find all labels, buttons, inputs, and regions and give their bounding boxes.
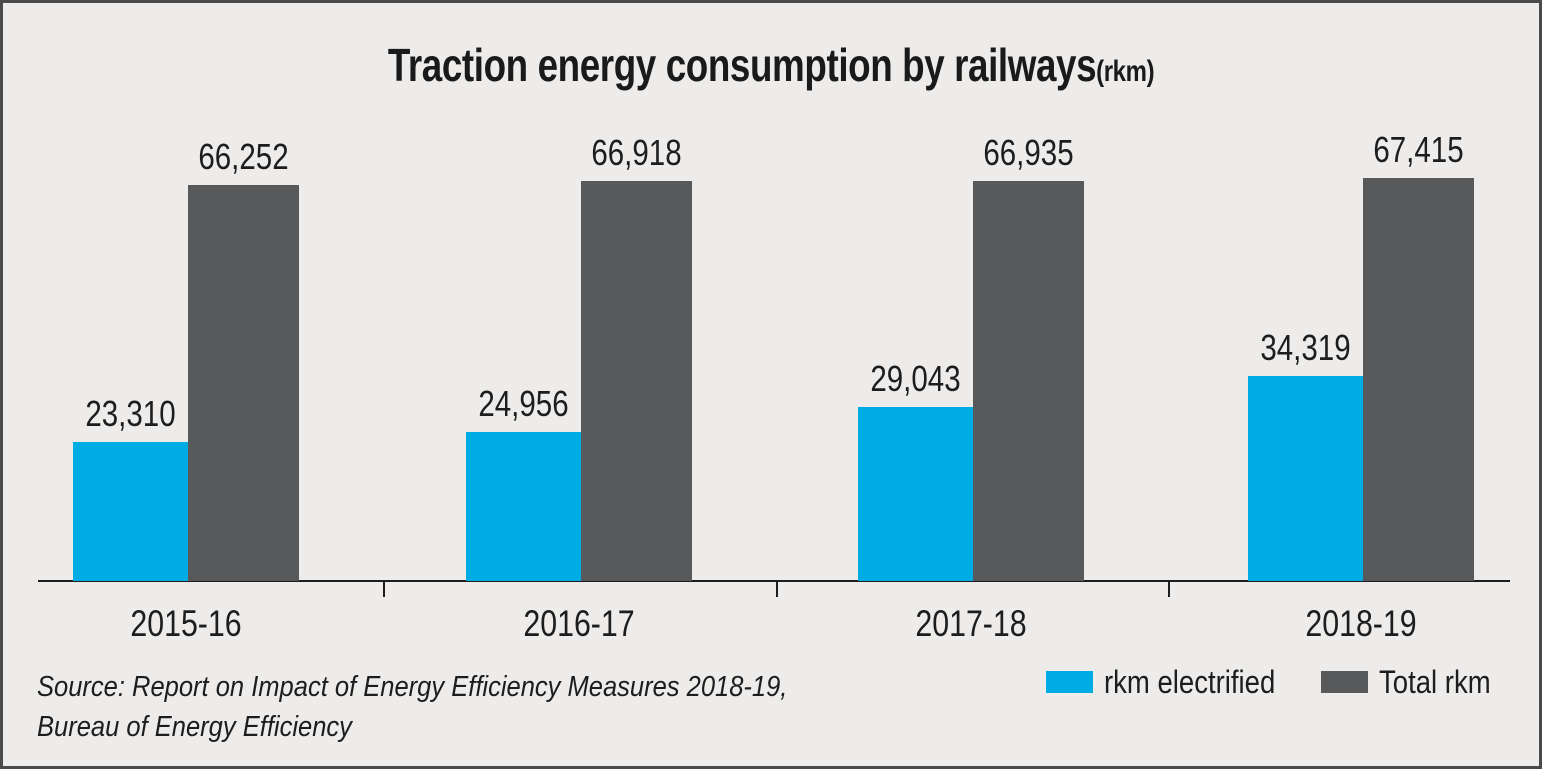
source-note: Source: Report on Impact of Energy Effic… — [37, 667, 788, 747]
source-line-1: Source: Report on Impact of Energy Effic… — [37, 671, 788, 703]
plot-area: 23,310 66,252 24,956 66,918 29,043 66,935 34,3… — [3, 3, 1539, 766]
category-label-2015-16: 2015-16 — [130, 603, 242, 644]
legend-swatch-icon — [1321, 671, 1369, 693]
axis-tick — [383, 582, 385, 597]
axis-tick — [1168, 582, 1170, 597]
legend-entry-total-rkm[interactable]: Total rkm — [1321, 666, 1509, 698]
category-label-2016-17: 2016-17 — [523, 603, 635, 644]
chart-legend: rkm electrified Total rkm — [1046, 666, 1509, 698]
bar-value-label: 34,319 — [1260, 327, 1351, 368]
bar-value-label: 29,043 — [870, 358, 961, 399]
category-label-2017-18: 2017-18 — [915, 603, 1027, 644]
bar-value-label: 67,415 — [1373, 129, 1464, 170]
bar-2017-18-total-rkm[interactable] — [973, 181, 1084, 581]
bar-2015-16-total-rkm[interactable] — [188, 185, 299, 581]
category-label-2018-19: 2018-19 — [1305, 603, 1417, 644]
x-axis-line — [38, 580, 1510, 582]
axis-tick — [776, 582, 778, 597]
source-line-2: Bureau of Energy Efficiency — [37, 711, 352, 743]
page-title: Traction energy consumption by railways(… — [157, 39, 1386, 98]
bar-value-label: 66,918 — [591, 132, 682, 173]
bar-value-label: 24,956 — [478, 383, 569, 424]
bar-2015-16-rkm-electrified[interactable] — [73, 442, 188, 581]
chart-title-unit: (rkm) — [1096, 55, 1155, 88]
legend-swatch-icon — [1046, 671, 1094, 693]
bar-2018-19-total-rkm[interactable] — [1363, 178, 1474, 581]
bar-value-label: 23,310 — [85, 393, 176, 434]
bar-2018-19-rkm-electrified[interactable] — [1248, 376, 1363, 581]
legend-entry-rkm-electrified[interactable]: rkm electrified — [1046, 666, 1303, 698]
bar-2016-17-rkm-electrified[interactable] — [466, 432, 581, 581]
bar-value-label: 66,935 — [983, 132, 1074, 173]
legend-label: rkm electrified — [1104, 664, 1276, 700]
chart-title-main: Traction energy consumption by railways — [387, 39, 1097, 91]
bar-value-label: 66,252 — [198, 136, 289, 177]
bar-2017-18-rkm-electrified[interactable] — [858, 407, 973, 581]
bar-2016-17-total-rkm[interactable] — [581, 181, 692, 581]
legend-label: Total rkm — [1379, 664, 1491, 700]
